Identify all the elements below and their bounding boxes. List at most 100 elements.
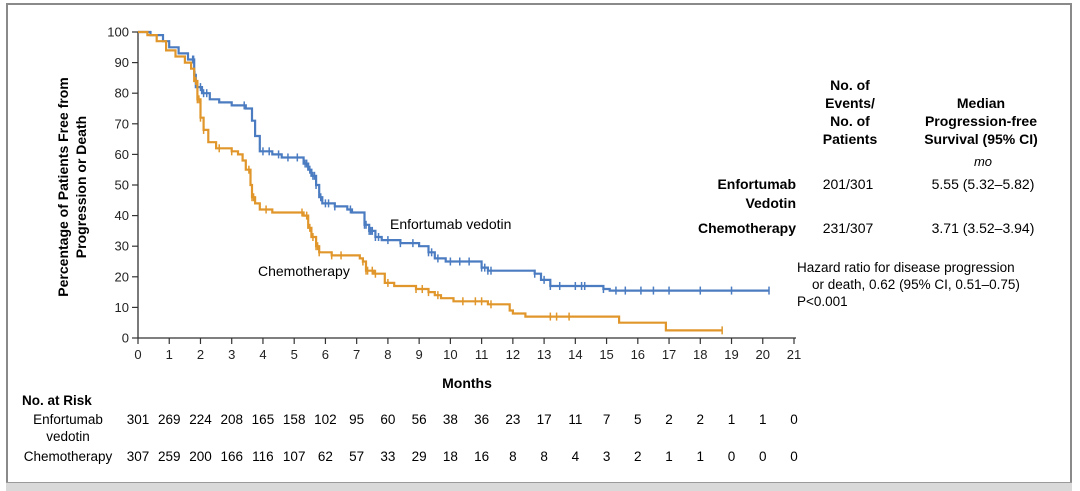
row-enfortumab-median: 5.55 (5.32–5.82): [932, 176, 1035, 192]
at-risk-enfortumab-value: 224: [189, 412, 212, 427]
x-tick-label: 18: [693, 347, 707, 362]
at-risk-enfortumab-value: 269: [158, 412, 181, 427]
at-risk-values: 301 269 224 208 165 158 102 95 60 56 38 36 23 17 11 7 5 2…: [127, 412, 798, 464]
row-enfortumab-label-line2: Vedotin: [745, 195, 796, 211]
y-tick-label: 40: [115, 208, 129, 223]
y-tick-label: 20: [115, 269, 129, 284]
at-risk-title: No. at Risk: [22, 393, 92, 408]
at-risk-enfortumab-value: 1: [759, 412, 767, 427]
y-tick-label: 70: [115, 116, 129, 131]
hazard-line2: or death, 0.62 (95% CI, 0.51–0.75): [812, 277, 1020, 292]
row-enfortumab-label-line1: Enfortumab: [717, 176, 796, 192]
at-risk-enfortumab-value: 36: [474, 412, 489, 427]
y-axis-label-line2: Progression or Death: [73, 116, 89, 258]
at-risk-enfortumab-value: 56: [412, 412, 427, 427]
x-tick-label: 9: [416, 347, 423, 362]
at-risk-chemotherapy-value: 307: [127, 449, 150, 464]
x-tick-label: 5: [291, 347, 298, 362]
summary-table: No. of Events/ No. of Patients Median Pr…: [698, 77, 1038, 236]
x-tick-label: 10: [443, 347, 457, 362]
at-risk-enfortumab-value: 5: [634, 412, 642, 427]
x-tick-label: 15: [599, 347, 613, 362]
at-risk-chemotherapy-value: 2: [634, 449, 642, 464]
figure-bottom-band: [6, 482, 1072, 491]
at-risk-chemotherapy-value: 16: [474, 449, 489, 464]
median-header-line2: Progression-free: [925, 113, 1037, 129]
hazard-line3: P<0.001: [797, 294, 848, 309]
at-risk-label-enfortumab-line1: Enfortumab: [33, 412, 103, 427]
events-header-line3: No. of: [830, 113, 870, 129]
row-enfortumab-events: 201/301: [823, 176, 874, 192]
x-tick-label: 4: [259, 347, 266, 362]
at-risk-enfortumab-value: 23: [505, 412, 520, 427]
at-risk-chemotherapy-value: 107: [283, 449, 306, 464]
y-tick-label: 60: [115, 147, 129, 162]
median-header-line3: Survival (95% CI): [924, 131, 1038, 147]
chemotherapy-curve-label: Chemotherapy: [258, 263, 350, 279]
at-risk-chemotherapy-value: 259: [158, 449, 181, 464]
at-risk-chemotherapy-value: 1: [665, 449, 673, 464]
at-risk-chemotherapy-value: 57: [349, 449, 364, 464]
at-risk-label-enfortumab-line2: vedotin: [46, 429, 90, 444]
at-risk-table: No. at Risk Enfortumab vedotin Chemother…: [22, 393, 798, 464]
at-risk-chemotherapy-value: 4: [572, 449, 580, 464]
figure-frame: [6, 3, 1072, 484]
at-risk-chemotherapy-value: 200: [189, 449, 212, 464]
at-risk-enfortumab-value: 208: [220, 412, 243, 427]
km-curves: [138, 30, 770, 335]
at-risk-enfortumab-value: 7: [603, 412, 611, 427]
at-risk-chemotherapy-value: 33: [380, 449, 395, 464]
at-risk-chemotherapy-value: 116: [252, 449, 274, 464]
y-tick-label: 10: [115, 300, 129, 315]
x-tick-label: 19: [724, 347, 738, 362]
x-tick-label: 1: [166, 347, 173, 362]
y-tick-label: 50: [115, 178, 129, 193]
y-tick-label: 100: [107, 25, 129, 40]
at-risk-chemotherapy-value: 0: [790, 449, 798, 464]
x-tick-label: 11: [475, 347, 489, 362]
row-chemotherapy-median: 3.71 (3.52–3.94): [932, 220, 1035, 236]
at-risk-chemotherapy-value: 8: [509, 449, 517, 464]
at-risk-chemotherapy-value: 1: [697, 449, 705, 464]
x-tick-label: 6: [322, 347, 329, 362]
x-axis-label: Months: [442, 375, 492, 391]
at-risk-enfortumab-value: 60: [380, 412, 395, 427]
at-risk-chemotherapy-value: 8: [540, 449, 548, 464]
row-chemotherapy-events: 231/307: [823, 220, 874, 236]
at-risk-chemotherapy-value: 62: [318, 449, 333, 464]
enfortumab-curve: [138, 30, 769, 292]
at-risk-enfortumab-value: 301: [127, 412, 150, 427]
x-tick-label: 21: [787, 347, 801, 362]
events-header-line1: No. of: [830, 77, 870, 93]
y-tick-label: 80: [115, 86, 129, 101]
x-tick-label: 20: [756, 347, 770, 362]
chemotherapy-curve: [138, 30, 723, 332]
x-tick-label: 0: [134, 347, 141, 362]
at-risk-chemotherapy-value: 0: [759, 449, 767, 464]
at-risk-chemotherapy-value: 166: [220, 449, 243, 464]
at-risk-chemotherapy-value: 18: [443, 449, 458, 464]
at-risk-chemotherapy-value: 3: [603, 449, 611, 464]
at-risk-enfortumab-value: 165: [252, 412, 275, 427]
at-risk-enfortumab-value: 0: [790, 412, 798, 427]
hazard-line1: Hazard ratio for disease progression: [797, 260, 1015, 275]
x-tick-label: 14: [568, 347, 582, 362]
events-header-line4: Patients: [823, 131, 878, 147]
median-unit: mo: [974, 154, 992, 169]
at-risk-enfortumab-value: 102: [314, 412, 337, 427]
x-tick-label: 2: [197, 347, 204, 362]
median-header-line1: Median: [957, 95, 1005, 111]
x-tick-label: 17: [662, 347, 676, 362]
at-risk-label-chemotherapy: Chemotherapy: [24, 449, 113, 464]
x-tick-label: 7: [353, 347, 360, 362]
x-tick-label: 16: [631, 347, 645, 362]
at-risk-enfortumab-value: 1: [728, 412, 736, 427]
at-risk-chemotherapy-value: 29: [412, 449, 427, 464]
x-tick-label: 13: [537, 347, 551, 362]
at-risk-chemotherapy-value: 0: [728, 449, 736, 464]
x-ticks: 0 1 2 3 4 5 6 7 8 9 10 11 12 13 14 15 16 17 18 19 20 21: [134, 338, 801, 362]
x-tick-label: 3: [228, 347, 235, 362]
at-risk-enfortumab-value: 38: [443, 412, 458, 427]
x-tick-label: 8: [384, 347, 391, 362]
